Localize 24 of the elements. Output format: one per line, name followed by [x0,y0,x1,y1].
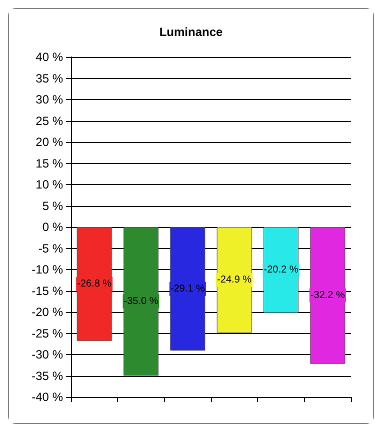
data-label: -29.1 % [170,283,206,294]
chart-title: Luminance [159,25,223,39]
y-tick-label: -25 % [32,326,64,340]
y-tick-label: -5 % [38,241,64,256]
y-tick-label: 5 % [42,198,64,213]
y-tick-label: -20 % [32,305,64,319]
y-tick-label: 0 % [42,220,64,234]
y-tick-label: 25 % [36,114,64,128]
y-tick-label: -10 % [32,262,64,276]
data-label: -32.2 % [310,290,346,301]
data-label: -35.0 % [124,296,158,307]
y-tick-label: 40 % [36,50,64,64]
data-label: -20.2 % [264,264,298,276]
data-label: -24.9 % [217,274,252,286]
y-tick-label: -40 % [32,390,64,404]
y-tick-label: 10 % [36,178,64,192]
y-tick-label: 35 % [36,71,64,86]
data-label: -26.8 % [77,278,112,290]
y-tick-label: 30 % [36,92,64,106]
y-tick-label: 15 % [36,156,64,170]
y-tick-label: -35 % [32,368,64,383]
y-tick-label: -30 % [32,348,64,362]
y-tick-label: 20 % [36,135,64,149]
y-tick-label: -15 % [32,284,64,298]
